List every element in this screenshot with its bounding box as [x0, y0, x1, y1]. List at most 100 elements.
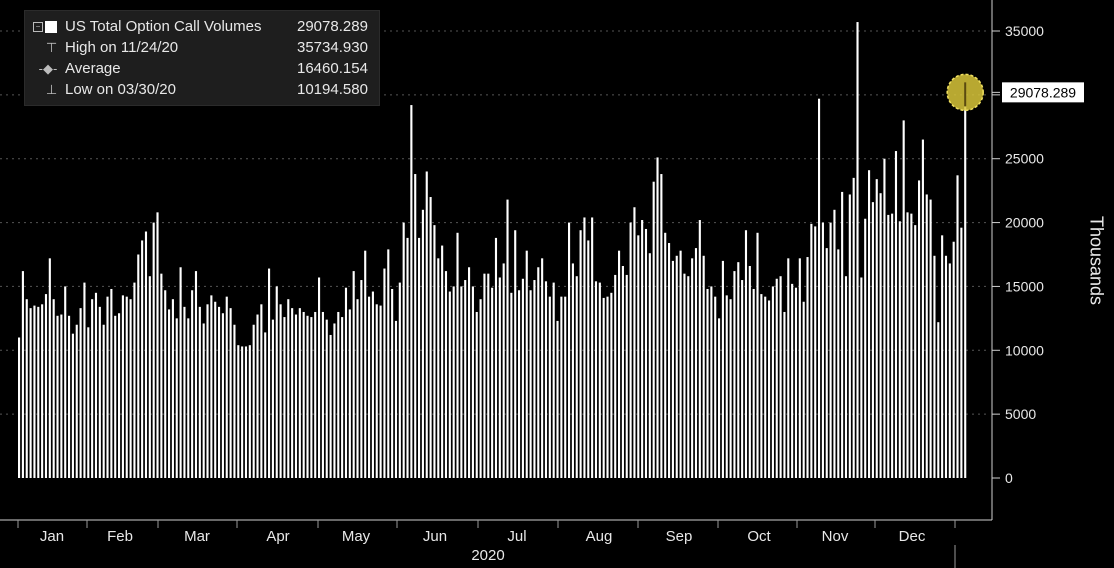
bar: [321, 311, 324, 478]
bar: [541, 258, 544, 478]
bar: [375, 304, 378, 478]
bar: [229, 308, 232, 478]
bar: [829, 222, 832, 478]
bar: [37, 306, 40, 478]
bar: [129, 299, 132, 478]
bar: [183, 306, 186, 478]
bar: [56, 315, 59, 478]
bar: [48, 258, 51, 478]
bar: [341, 317, 344, 478]
bar: [383, 268, 386, 478]
bar: [394, 320, 398, 478]
bar: [610, 292, 613, 478]
bar: [937, 322, 940, 478]
bar: [852, 177, 855, 478]
high-marker-icon: ⊤: [35, 40, 58, 55]
bar: [125, 296, 128, 478]
bar: [360, 280, 363, 478]
bar: [298, 308, 301, 478]
bar: [883, 158, 886, 478]
x-tick-label-nov: Nov: [822, 528, 849, 545]
bar: [148, 276, 151, 478]
bar: [841, 191, 844, 479]
bar: [525, 250, 528, 478]
bar: [798, 258, 801, 478]
bar: [614, 274, 617, 478]
bar: [110, 288, 113, 478]
bar: [644, 228, 648, 478]
bar: [294, 314, 298, 478]
bar: [629, 222, 632, 478]
bar: [425, 171, 428, 479]
bar: [668, 243, 671, 478]
bar: [444, 271, 448, 478]
bar: [606, 296, 609, 478]
bar: [702, 255, 705, 478]
bar: [483, 273, 486, 478]
bar: [191, 290, 194, 478]
bar: [221, 313, 224, 478]
bar: [752, 288, 755, 478]
legend-high-row: ⊤ High on 11/24/20 35734.930: [33, 38, 371, 58]
bar: [660, 174, 663, 479]
legend-low-row: ⊥ Low on 03/30/20 10194.580: [33, 80, 371, 100]
x-tick-label-apr: Apr: [266, 528, 289, 545]
bar: [168, 309, 171, 478]
bar: [487, 273, 490, 478]
bar: [287, 299, 290, 478]
bar: [156, 212, 159, 478]
collapse-toggle-icon[interactable]: −: [33, 22, 43, 32]
bar: [60, 314, 63, 478]
bar: [337, 311, 340, 478]
bar: [587, 240, 590, 478]
bar: [783, 311, 786, 478]
bar: [848, 194, 851, 478]
y-tick-label-20000: 20000: [1005, 215, 1044, 231]
bar: [810, 223, 813, 478]
bar: [683, 273, 686, 478]
bar: [494, 237, 498, 478]
bar: [568, 222, 571, 478]
bar: [333, 323, 336, 478]
bar: [868, 170, 871, 478]
bar: [102, 324, 105, 478]
bar: [52, 299, 55, 478]
bar: [137, 254, 140, 478]
bar: [325, 319, 328, 478]
bar: [241, 346, 244, 478]
bar: [914, 225, 917, 478]
bar: [944, 255, 948, 478]
bar: [318, 277, 321, 478]
legend-high-value: 35734.930: [297, 39, 368, 56]
bar: [956, 175, 959, 478]
x-axis: Jan Feb Mar Apr May Jun Jul Aug Sep Oct Nov Dec: [0, 519, 992, 568]
bar: [591, 217, 594, 478]
bar: [98, 306, 101, 478]
x-tick-label-mar: Mar: [184, 528, 210, 545]
bar: [718, 318, 721, 478]
bar: [787, 258, 790, 478]
bar: [441, 245, 444, 478]
bar: [756, 232, 759, 478]
bar: [198, 306, 201, 478]
bar: [837, 249, 840, 478]
bar: [268, 268, 271, 478]
bar: [679, 250, 682, 478]
legend-average-row: -◆- Average 16460.154: [33, 59, 371, 79]
legend-series-row[interactable]: − US Total Option Call Volumes 29078.289: [33, 17, 371, 37]
bar: [602, 297, 605, 478]
bar: [206, 304, 209, 478]
bar: [406, 237, 409, 478]
bar: [179, 267, 182, 478]
last-value-badge: [1002, 82, 1084, 103]
legend-low-value: 10194.580: [297, 81, 368, 98]
bar: [498, 277, 501, 478]
bar: [760, 294, 763, 478]
bar: [575, 276, 578, 478]
bar: [675, 255, 678, 478]
bar: [433, 225, 436, 478]
bar: [414, 174, 417, 479]
bar: [194, 271, 198, 478]
bar: [733, 271, 736, 478]
